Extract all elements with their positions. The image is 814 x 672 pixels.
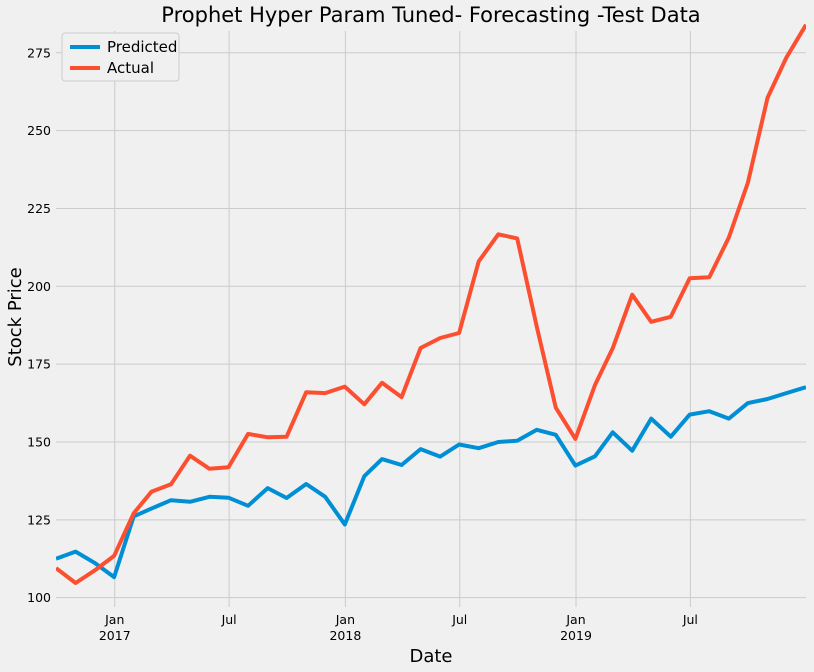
y-tick-label: 100 xyxy=(27,590,51,605)
x-tick-year-label: 2018 xyxy=(329,628,361,643)
chart-title: Prophet Hyper Param Tuned- Forecasting -… xyxy=(161,3,700,27)
legend-label-predicted: Predicted xyxy=(107,38,177,56)
x-tick-label: Jan xyxy=(565,612,585,627)
y-tick-label: 275 xyxy=(27,45,51,60)
x-tick-year-label: 2019 xyxy=(560,628,592,643)
x-tick-year-label: 2017 xyxy=(99,628,131,643)
series-layer xyxy=(56,23,806,585)
legend-label-actual: Actual xyxy=(107,59,154,77)
y-tick-label: 150 xyxy=(27,434,51,449)
y-tick-label: 250 xyxy=(27,123,51,138)
y-tick-label: 200 xyxy=(27,279,51,294)
y-tick-label: 225 xyxy=(27,201,51,216)
grid xyxy=(56,31,806,607)
series-line-predicted xyxy=(56,385,806,580)
x-tick-label: Jul xyxy=(451,612,467,627)
y-tick-label: 175 xyxy=(27,357,51,372)
legend: Predicted Actual xyxy=(61,32,180,82)
x-tick-label: Jul xyxy=(682,612,698,627)
x-axis-label: Date xyxy=(409,646,452,667)
x-tick-label: Jan xyxy=(104,612,124,627)
y-axis-label: Stock Price xyxy=(5,267,26,366)
series-line-actual xyxy=(56,23,806,585)
x-tick-label: Jan xyxy=(335,612,355,627)
x-tick-label: Jul xyxy=(221,612,237,627)
y-tick-label: 125 xyxy=(27,512,51,527)
